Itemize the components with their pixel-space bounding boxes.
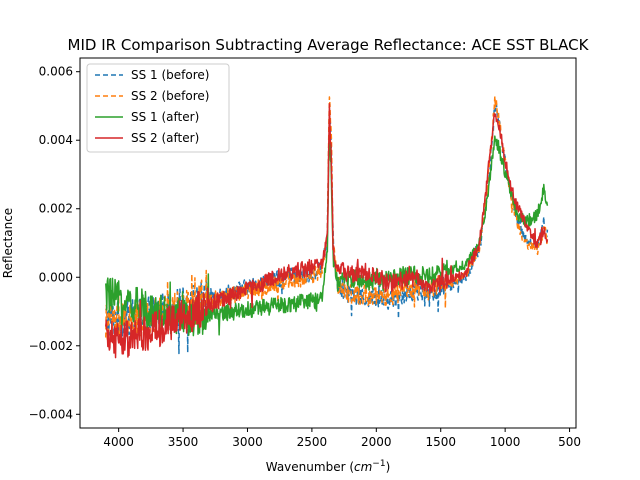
legend-label-4: SS 2 (after) xyxy=(131,131,199,145)
y-tick-label: −0.002 xyxy=(29,339,73,353)
legend-label-3: SS 1 (after) xyxy=(131,110,199,124)
x-tick-label: 3000 xyxy=(232,435,263,449)
x-axis-label-prefix: Wavenumber ( xyxy=(266,460,354,474)
x-tick-label: 500 xyxy=(558,435,581,449)
y-axis-label: Reflectance xyxy=(1,208,15,278)
chart-title: MID IR Comparison Subtracting Average Re… xyxy=(68,36,590,54)
x-tick-label: 3500 xyxy=(168,435,199,449)
legend-box xyxy=(86,63,230,153)
legend: SS 1 (before) SS 2 (before) SS 1 (after) SS… xyxy=(86,63,230,153)
y-tick-label: −0.004 xyxy=(29,407,73,421)
y-tick-label: 0.006 xyxy=(39,65,73,79)
x-axis-label-sup: −1 xyxy=(372,459,385,469)
y-tick-label: 0.000 xyxy=(39,270,73,284)
x-tick-label: 2500 xyxy=(297,435,328,449)
y-tick-label: 0.002 xyxy=(39,202,73,216)
x-tick-label: 4000 xyxy=(103,435,134,449)
x-axis-label: Wavenumber (cm−1) xyxy=(266,459,391,474)
x-axis-label-suffix: ) xyxy=(386,460,391,474)
legend-label-2: SS 2 (before) xyxy=(131,89,209,103)
x-axis-label-unit: cm xyxy=(354,460,372,474)
x-axis: 4000 3500 3000 2500 2000 1500 1000 500 xyxy=(103,428,581,449)
legend-label-1: SS 1 (before) xyxy=(131,68,209,82)
x-tick-label: 1500 xyxy=(425,435,456,449)
x-tick-label: 1000 xyxy=(490,435,521,449)
series-line-4 xyxy=(105,103,549,359)
plot-frame xyxy=(79,57,577,429)
x-tick-label: 2000 xyxy=(361,435,392,449)
y-axis: −0.004 −0.002 0.000 0.002 0.004 0.006 xyxy=(29,65,80,421)
series-layer xyxy=(105,95,549,359)
y-tick-label: 0.004 xyxy=(39,133,73,147)
